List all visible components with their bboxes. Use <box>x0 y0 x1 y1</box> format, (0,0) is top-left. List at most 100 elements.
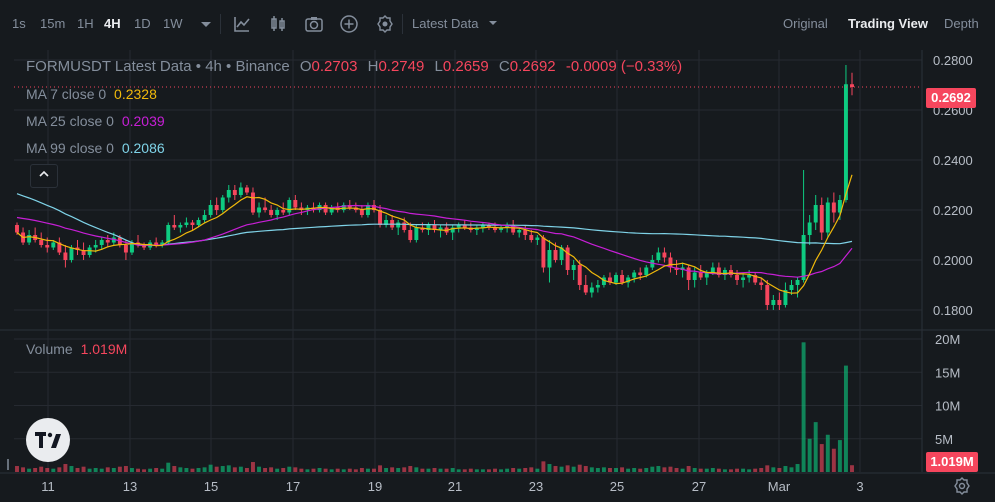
volume-bar <box>275 468 280 472</box>
candle-body <box>129 242 134 253</box>
candle-body <box>462 225 467 228</box>
data-source-label: Latest Data <box>412 16 479 31</box>
candle-body <box>456 225 461 228</box>
volume-bar <box>511 468 516 472</box>
volume-bar <box>142 469 147 472</box>
volume-bar <box>154 468 159 472</box>
volume-bar <box>148 468 153 472</box>
candle-body <box>93 245 98 248</box>
time-tick-label: 21 <box>448 479 462 494</box>
volume-bar <box>257 466 261 472</box>
volume-bar <box>626 468 631 472</box>
settings-circle-icon[interactable] <box>375 14 395 34</box>
time-tick-label: 17 <box>286 479 300 494</box>
volume-bar <box>547 464 552 472</box>
volume-bar <box>529 467 534 472</box>
candle-body <box>692 272 697 280</box>
volume-tick-label: 15M <box>935 365 960 380</box>
candle-body <box>81 250 86 255</box>
interval-1h[interactable]: 1H <box>77 16 94 31</box>
candle-body <box>214 205 219 210</box>
indicators-icon[interactable] <box>232 14 252 34</box>
volume-bar <box>323 468 328 472</box>
gear-icon[interactable] <box>952 476 972 496</box>
volume-bar <box>299 468 304 472</box>
interval-1s[interactable]: 1s <box>12 16 26 31</box>
volume-bar <box>190 468 195 472</box>
volume-bar <box>45 468 50 472</box>
candle-body <box>505 225 510 228</box>
volume-bar <box>595 468 600 472</box>
candle-body <box>517 230 522 233</box>
candle-body <box>15 225 19 233</box>
view-original[interactable]: Original <box>783 16 828 31</box>
candle-body <box>559 247 564 260</box>
volume-legend: Volume 1.019M <box>26 341 127 357</box>
candle-body <box>777 300 782 305</box>
volume-bar <box>63 464 68 472</box>
candle-body <box>408 230 413 240</box>
candle-body <box>765 285 770 305</box>
timeframe: 4h <box>205 58 222 75</box>
candle-body <box>154 242 159 245</box>
volume-bar <box>105 467 110 472</box>
volume-bar <box>680 468 685 472</box>
view-trading-view[interactable]: Trading View <box>848 16 928 31</box>
candle-body <box>614 275 618 283</box>
candle-body <box>529 235 534 240</box>
interval-1d[interactable]: 1D <box>134 16 151 31</box>
camera-icon[interactable] <box>304 14 324 34</box>
candle-body <box>251 192 255 213</box>
collapse-legend-button[interactable] <box>30 164 58 188</box>
candle-body <box>105 240 110 243</box>
change-value: -0.0009 (−0.33%) <box>565 58 683 75</box>
candle-type-icon[interactable] <box>268 14 288 34</box>
interval-15m[interactable]: 15m <box>40 16 66 31</box>
chevron-down-icon[interactable] <box>196 14 216 34</box>
interval-1w[interactable]: 1W <box>163 16 183 31</box>
candle-body <box>341 205 346 210</box>
view-depth[interactable]: Depth <box>944 16 979 31</box>
data-source-select[interactable]: Latest Data <box>412 16 498 31</box>
legend-separator: • <box>191 58 206 75</box>
volume-bar <box>263 468 268 472</box>
volume-bar <box>620 467 625 472</box>
candle-body <box>257 207 261 213</box>
volume-bar <box>741 468 746 472</box>
volume-bar <box>420 468 425 472</box>
interval-4h[interactable]: 4H <box>104 16 121 31</box>
volume-bar <box>99 468 104 472</box>
candle-body <box>293 200 298 208</box>
ma7-value: 0.2328 <box>114 86 157 102</box>
candle-body <box>123 245 128 253</box>
volume-bar <box>505 468 510 472</box>
volume-bar <box>372 468 376 472</box>
candle-body <box>523 230 528 235</box>
volume-bar <box>69 466 74 472</box>
candle-body <box>27 235 32 243</box>
volume-bar <box>287 466 292 472</box>
candle-body <box>547 250 552 268</box>
candle-body <box>69 247 74 260</box>
candle-body <box>99 240 104 245</box>
volume-bar <box>347 468 352 472</box>
volume-bar <box>402 467 407 472</box>
volume-bar <box>783 466 788 472</box>
volume-bar <box>33 468 38 472</box>
candle-body <box>499 227 504 230</box>
exchange-name: Binance <box>235 58 290 75</box>
candle-body <box>426 225 431 230</box>
close-label: C <box>498 58 510 75</box>
volume-bar <box>160 468 165 472</box>
volume-tick-label: 20M <box>935 332 960 347</box>
volume-bar <box>716 468 721 472</box>
volume-bar <box>293 467 298 472</box>
candle-body <box>39 240 44 245</box>
volume-bar <box>541 461 546 472</box>
candle-body <box>281 210 286 213</box>
volume-value: 1.019M <box>80 341 128 357</box>
volume-bar <box>39 466 44 472</box>
add-icon[interactable] <box>339 14 359 34</box>
candle-body <box>801 235 806 280</box>
